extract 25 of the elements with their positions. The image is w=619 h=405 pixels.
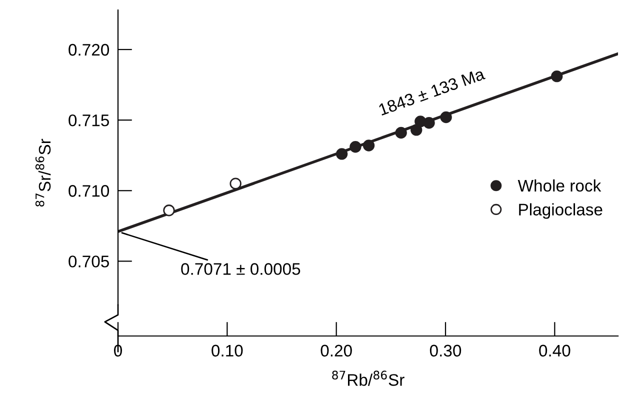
x-tick-label: 0.30 — [430, 344, 462, 357]
point — [230, 178, 242, 190]
x-tick-label: 0 — [114, 344, 122, 357]
point — [395, 126, 407, 139]
annotation: 1843 ± 133 Ma — [378, 68, 486, 116]
x-tick-label: 0.20 — [320, 344, 352, 357]
y-tick-label: 0.720 — [68, 44, 110, 56]
x-axis-title: $^{87}$Rb/$^{86}$Sr — [332, 370, 404, 386]
point — [423, 117, 435, 129]
point — [163, 204, 175, 216]
legend-label: Whole rock — [518, 179, 602, 192]
y-tick-label: 0.710 — [68, 185, 110, 197]
legend-label: Plagioclase — [519, 203, 602, 219]
y-tick-label: 0.715 — [68, 114, 109, 126]
point — [336, 148, 348, 160]
x-tick-label: 0.40 — [539, 344, 570, 357]
point — [362, 140, 375, 152]
point — [440, 111, 452, 124]
point — [551, 70, 563, 82]
annotation: 0.7071 ± 0.0005 — [181, 263, 300, 275]
x-tick-label: 0.10 — [212, 344, 243, 357]
y-axis-title: $^{87}$Sr/$^{86}$Sr — [35, 138, 51, 207]
point — [410, 124, 422, 136]
y-tick-label: 0.705 — [68, 256, 109, 268]
point — [350, 141, 362, 153]
